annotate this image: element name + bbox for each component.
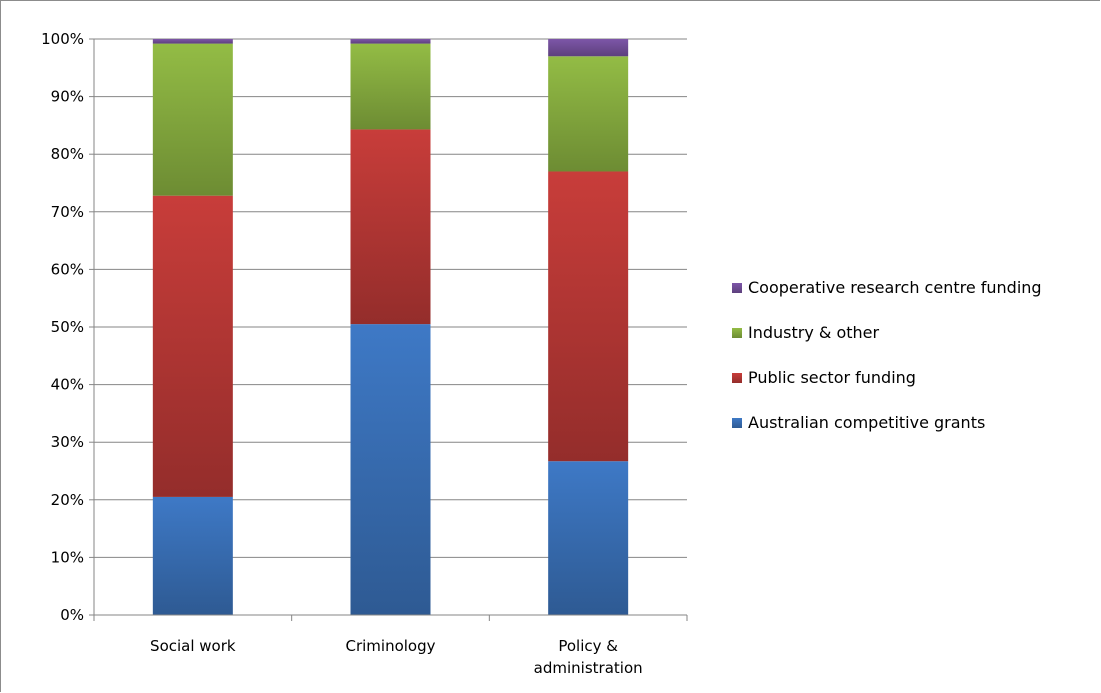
x-tick-label-social-work: Social work (150, 637, 236, 655)
legend-swatch (732, 418, 742, 428)
legend-swatch (732, 328, 742, 338)
bar-segment-australian-competitive-grants-policy-administration (548, 461, 629, 615)
legend-swatch (732, 283, 742, 293)
x-tick-label-criminology: Criminology (345, 637, 435, 655)
y-tick-label: 90% (51, 88, 84, 106)
y-tick-label: 100% (41, 30, 84, 48)
y-tick-label: 70% (51, 203, 84, 221)
legend-item-industry-other[interactable]: Industry & other (732, 323, 880, 342)
legend-label: Cooperative research centre funding (748, 278, 1042, 297)
y-tick-label: 80% (51, 145, 84, 163)
y-tick-label: 40% (51, 376, 84, 394)
bar-segment-cooperative-research-centre-funding-policy-administration (548, 39, 629, 57)
bar-segment-industry-other-policy-administration (548, 56, 629, 172)
bar-segment-public-sector-funding-policy-administration (548, 171, 629, 462)
y-tick-label: 50% (51, 318, 84, 336)
bars (152, 39, 629, 615)
y-tick-label: 60% (51, 260, 84, 278)
legend-label: Industry & other (748, 323, 880, 342)
bar-segment-public-sector-funding-social-work (152, 195, 233, 497)
bar-segment-australian-competitive-grants-social-work (152, 496, 233, 615)
axes (89, 38, 688, 621)
bar-segment-public-sector-funding-criminology (350, 129, 431, 325)
y-tick-label: 20% (51, 491, 84, 509)
x-tick-labels: Social work Criminology Policy & administra… (150, 637, 643, 677)
legend-label: Public sector funding (748, 368, 916, 387)
bar-segment-australian-competitive-grants-criminology (350, 324, 431, 615)
bar-segment-industry-other-social-work (152, 43, 233, 196)
legend[interactable]: Cooperative research centre funding Indus… (732, 278, 1042, 432)
legend-swatch (732, 373, 742, 383)
bar-segment-industry-other-criminology (350, 43, 431, 130)
bar-segment-cooperative-research-centre-funding-criminology (350, 39, 431, 44)
legend-item-public-sector-funding[interactable]: Public sector funding (732, 368, 916, 387)
legend-item-cooperative-research-centre-funding[interactable]: Cooperative research centre funding (732, 278, 1042, 297)
y-tick-label: 10% (51, 548, 84, 566)
bar-segment-cooperative-research-centre-funding-social-work (152, 39, 233, 44)
x-tick-label-policy-administration: Policy & administration (534, 637, 643, 677)
legend-label: Australian competitive grants (748, 413, 985, 432)
y-tick-label: 30% (51, 433, 84, 451)
y-tick-label: 0% (60, 606, 84, 624)
y-tick-labels: 0% 10% 20% 30% 40% 50% 60% 70% 80% 90% 100% (41, 30, 84, 624)
legend-item-australian-competitive-grants[interactable]: Australian competitive grants (732, 413, 985, 432)
